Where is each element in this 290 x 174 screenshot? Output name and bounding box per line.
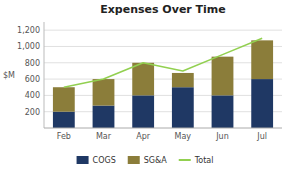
bar-segment [172, 87, 194, 128]
grid-line [44, 79, 282, 80]
grid [44, 30, 282, 112]
legend: COGS SG&A Total [77, 156, 214, 165]
bar-segment [212, 57, 234, 96]
bar-segment [251, 40, 273, 79]
chart: Expenses Over Time 200 400 600 800 1,000 1,200… [0, 0, 290, 174]
legend-item: COGS [77, 156, 116, 165]
y-ticks: 200 400 600 800 1,000 1,200 [17, 26, 40, 117]
grid-line [44, 30, 282, 31]
legend-swatch [128, 156, 140, 164]
legend-item: SG&A [128, 156, 168, 165]
y-tick-label: 1,000 [17, 42, 40, 51]
grid-line [44, 95, 282, 96]
x-ticks: Feb Mar Apr May Jun Jul [57, 132, 267, 141]
marks [53, 38, 273, 128]
y-axis-label: $M [3, 71, 15, 80]
y-tick-label: 1,200 [17, 26, 40, 35]
y-tick-label: 200 [25, 108, 40, 117]
x-tick-label: Mar [96, 132, 112, 141]
x-tick-label: Feb [57, 132, 71, 141]
grid-line [44, 111, 282, 112]
bar-segment [93, 79, 115, 106]
bar-segment [93, 106, 115, 128]
x-axis-line [44, 128, 282, 129]
bar-segment [251, 79, 273, 128]
legend-swatch [179, 159, 191, 161]
x-tick-label: Jun [215, 132, 229, 141]
legend-label: SG&A [144, 156, 168, 165]
title: Expenses Over Time [100, 3, 226, 16]
total-line [64, 38, 262, 87]
y-axis-line [44, 22, 45, 128]
grid-line [44, 46, 282, 47]
y-tick-label: 800 [25, 59, 40, 68]
y-tick-label: 600 [25, 75, 40, 84]
bar-segment [172, 73, 194, 87]
legend-swatch [77, 156, 89, 164]
legend-label: COGS [93, 156, 116, 165]
legend-label: Total [194, 156, 214, 165]
x-tick-label: May [175, 132, 192, 141]
x-tick-label: Jul [256, 132, 267, 141]
y-tick-label: 400 [25, 91, 40, 100]
bar-segment [132, 95, 154, 128]
bar-segment [53, 112, 75, 128]
legend-item: Total [179, 156, 214, 165]
bar-segment [132, 63, 154, 96]
x-tick-label: Apr [136, 132, 151, 141]
bar-segment [53, 87, 75, 111]
bar-segment [212, 95, 234, 128]
grid-line [44, 62, 282, 63]
